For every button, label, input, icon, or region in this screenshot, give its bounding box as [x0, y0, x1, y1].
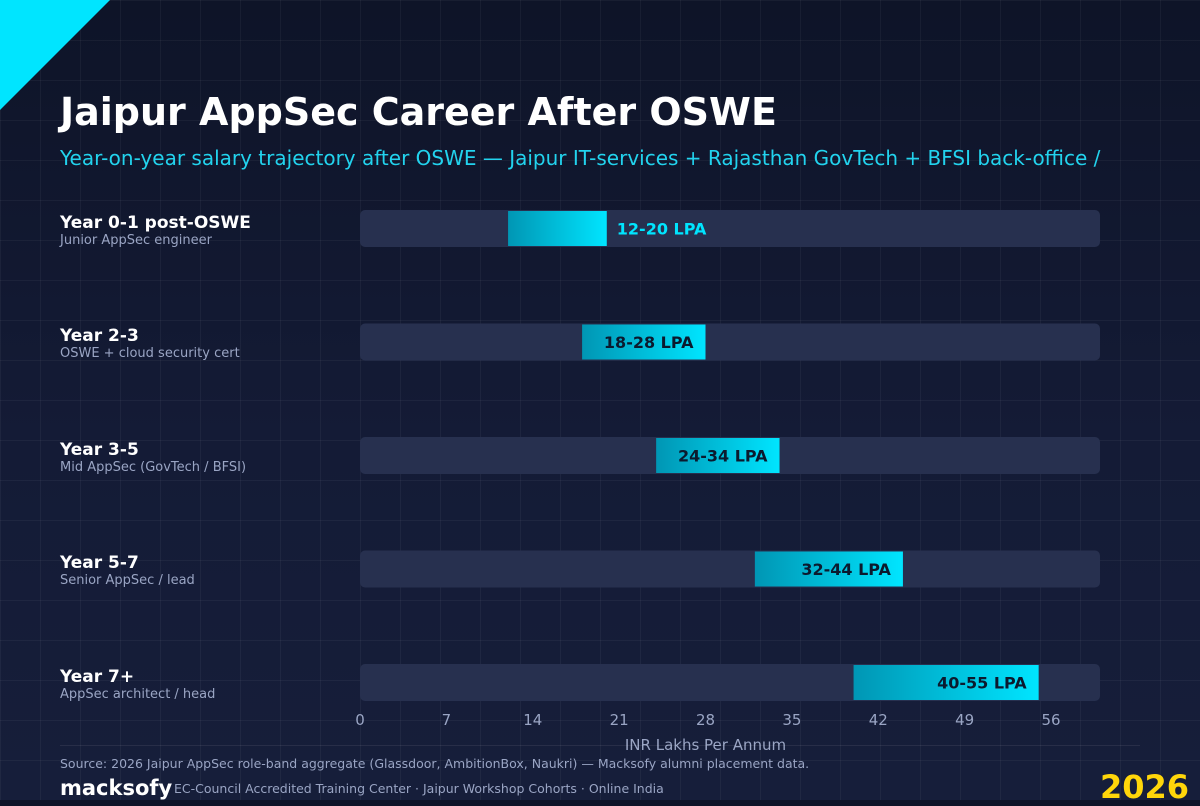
x-tick-6: 42 [869, 711, 888, 729]
range-label-2: 24-34 LPA [678, 447, 768, 466]
row-sublabel-1: OSWE + cloud security cert [60, 346, 240, 361]
source-note: Source: 2026 Jaipur AppSec role-band agg… [60, 756, 810, 771]
x-tick-1: 7 [442, 711, 452, 729]
row-sublabel-4: AppSec architect / head [60, 687, 216, 702]
row-sublabel-3: Senior AppSec / lead [60, 573, 195, 588]
row-sublabel-2: Mid AppSec (GovTech / BFSI) [60, 460, 247, 475]
range-bar-3 [754, 551, 903, 587]
x-axis-label: INR Lakhs Per Annum [625, 736, 786, 754]
x-tick-0: 0 [355, 711, 365, 729]
row-label-2: Year 3-5 [60, 440, 139, 460]
range-bar-2 [656, 438, 780, 473]
bar-track-0 [360, 210, 1100, 247]
range-bar-4 [853, 665, 1039, 700]
range-label-3: 32-44 LPA [801, 560, 891, 579]
row-label-3: Year 5-7 [60, 553, 139, 573]
row-sublabel-0: Junior AppSec engineer [60, 233, 212, 248]
range-bar-1 [582, 324, 706, 360]
footer-divider [60, 745, 1140, 746]
row-label-0: Year 0-1 post-OSWE [60, 213, 251, 233]
range-label-1: 18-28 LPA [604, 333, 694, 352]
bar-track-1 [360, 323, 1100, 361]
row-label-4: Year 7+ [60, 667, 135, 687]
brand-logo: macksofy [60, 776, 173, 800]
bar-track-3 [360, 550, 1100, 588]
x-tick-8: 56 [1041, 711, 1060, 729]
page-subtitle: Year-on-year salary trajectory after OSW… [60, 146, 1101, 170]
row-label-1: Year 2-3 [60, 326, 139, 346]
x-tick-3: 21 [610, 711, 629, 729]
range-label-0: 12-20 LPA [617, 220, 707, 239]
range-bar-0 [508, 211, 607, 246]
x-tick-2: 14 [523, 711, 542, 729]
year-badge: 2026 [1100, 768, 1190, 806]
x-tick-5: 35 [782, 711, 801, 729]
x-tick-4: 28 [696, 711, 715, 729]
range-label-4: 40-55 LPA [937, 674, 1027, 693]
page-title: Jaipur AppSec Career After OSWE [60, 90, 777, 134]
x-tick-7: 49 [955, 711, 974, 729]
brand-tagline: EC-Council Accredited Training Center · … [174, 781, 664, 796]
